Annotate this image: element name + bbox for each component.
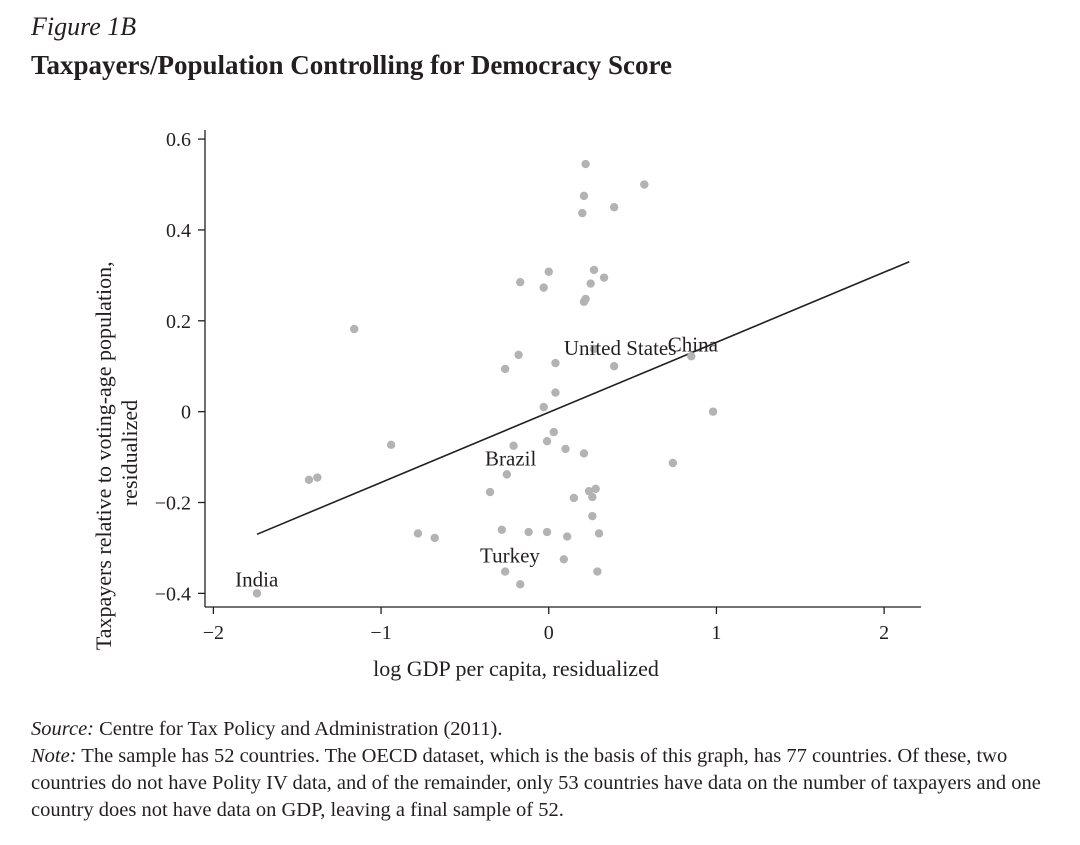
data-point: [588, 492, 597, 502]
data-point: [485, 487, 495, 497]
y-axis-label-line-1: Taxpayers relative to voting-age populat…: [91, 261, 116, 650]
source-text: Centre for Tax Policy and Administration…: [94, 718, 503, 740]
data-point: [350, 324, 359, 334]
data-point: [599, 273, 609, 282]
data-point: [544, 267, 553, 276]
x-tick-label: 1: [711, 622, 721, 644]
data-point: [430, 533, 439, 543]
data-point: [687, 352, 696, 361]
note-text: The sample has 52 countries. The OECD da…: [31, 745, 1041, 821]
note-lead: Note:: [31, 745, 77, 767]
x-axis-label: log GDP per capita, residualized: [373, 656, 659, 681]
data-point: [609, 203, 619, 212]
data-point: [304, 475, 314, 484]
figure-label: Figure 1B: [31, 12, 137, 41]
chart-axes: −0.4 −0.2 0 0.2 0.4 0.6 −2 −1 0 1 2: [155, 129, 921, 644]
data-point: [313, 473, 322, 482]
y-tick-label: 0.6: [166, 129, 191, 151]
data-point: [640, 180, 649, 189]
data-point: [542, 527, 552, 537]
data-point: [588, 511, 597, 521]
y-axis-label: Taxpayers relative to voting-age populat…: [91, 256, 142, 650]
figure-notes: Source: Centre for Tax Policy and Admini…: [31, 716, 1061, 824]
annotation-label: India: [235, 568, 279, 592]
note-paragraph: Note: The sample has 52 countries. The O…: [31, 743, 1061, 824]
data-point: [524, 527, 533, 537]
data-point: [609, 362, 619, 371]
data-point: [589, 265, 599, 275]
data-point: [569, 493, 579, 503]
data-point: [413, 529, 423, 538]
annotation-label: United States: [564, 336, 677, 360]
data-point: [586, 279, 595, 288]
data-point: [514, 350, 523, 360]
data-point: [591, 484, 600, 494]
y-axis-label-line-2: residualized: [117, 400, 142, 506]
data-point: [559, 555, 569, 564]
y-tick-label: 0.4: [166, 220, 191, 242]
data-point: [252, 589, 262, 598]
y-tick-label: −0.4: [155, 583, 191, 605]
scatter-chart: −0.4 −0.2 0 0.2 0.4 0.6 −2 −1 0 1 2 United StatesC…: [91, 129, 921, 681]
x-tick-label: 2: [879, 622, 889, 644]
data-point: [551, 358, 560, 368]
data-point: [579, 449, 589, 458]
data-point: [594, 529, 604, 538]
data-point: [562, 532, 572, 541]
data-point: [386, 440, 396, 450]
data-point: [549, 427, 558, 437]
annotation-label: Turkey: [480, 543, 540, 567]
data-point: [539, 402, 548, 412]
data-point: [551, 388, 560, 397]
source-line: Source: Centre for Tax Policy and Admini…: [31, 716, 1061, 743]
annotation-label: Brazil: [485, 446, 536, 470]
data-point: [593, 567, 602, 576]
data-point: [516, 277, 525, 287]
x-tick-label: 0: [544, 622, 554, 644]
x-tick-label: −1: [370, 622, 391, 644]
data-point: [579, 191, 589, 201]
fit-line: [256, 261, 910, 536]
data-point: [708, 407, 718, 416]
y-tick-label: 0.2: [166, 311, 191, 333]
data-point: [539, 283, 548, 292]
data-point: [509, 441, 518, 450]
data-point: [497, 525, 506, 534]
data-point: [579, 297, 589, 306]
data-point: [542, 436, 552, 446]
data-point: [502, 470, 512, 479]
source-lead: Source:: [31, 718, 94, 740]
data-point: [500, 567, 510, 576]
data-point: [516, 580, 525, 589]
data-points: [252, 159, 718, 598]
y-tick-label: −0.2: [155, 493, 191, 515]
data-point: [500, 364, 510, 374]
data-point: [668, 458, 678, 468]
x-tick-label: −2: [203, 622, 224, 644]
data-point: [578, 208, 587, 218]
annotation-label: China: [668, 333, 719, 357]
data-point: [561, 444, 570, 454]
fit-line-group: [256, 261, 910, 536]
y-tick-label: 0: [181, 402, 191, 424]
data-point: [589, 344, 599, 354]
data-point: [581, 159, 590, 169]
figure-title: Taxpayers/Population Controlling for Dem…: [31, 50, 672, 80]
